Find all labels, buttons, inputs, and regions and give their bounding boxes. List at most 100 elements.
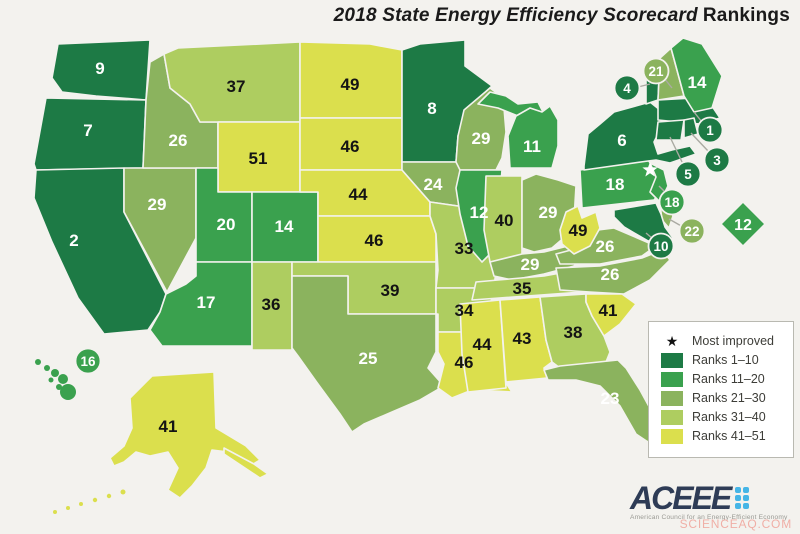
most-improved-star-nj bbox=[642, 162, 658, 177]
state-ak-aleutian-0 bbox=[53, 510, 57, 514]
legend: ★ Most improved Ranks 1–10 Ranks 11–20 R… bbox=[648, 321, 794, 458]
state-ak-part1 bbox=[223, 447, 269, 479]
rank-label-tn: 35 bbox=[513, 279, 532, 298]
rank-label-pa: 18 bbox=[606, 175, 625, 194]
state-hi-island-1 bbox=[44, 365, 50, 371]
rank-label-me: 14 bbox=[688, 73, 707, 92]
rank-label-nd: 49 bbox=[341, 75, 360, 94]
rank-label-nm: 36 bbox=[262, 295, 281, 314]
rank-label-hi: 16 bbox=[80, 354, 96, 369]
rank-label-mi: 11 bbox=[523, 137, 541, 156]
legend-label-ranks-21-30: Ranks 21–30 bbox=[692, 391, 766, 405]
state-hi-island-3 bbox=[48, 377, 54, 383]
legend-row-band-2: Ranks 11–20 bbox=[661, 372, 783, 387]
rank-label-dc: 12 bbox=[734, 217, 752, 234]
state-ak-aleutian-3 bbox=[92, 497, 98, 503]
rank-label-oh: 29 bbox=[539, 203, 558, 222]
callout-circle-nh bbox=[642, 57, 670, 85]
legend-swatch-ranks-31-40 bbox=[661, 410, 683, 425]
legend-label-ranks-1-10: Ranks 1–10 bbox=[692, 353, 759, 367]
callout-circle-ri bbox=[703, 146, 731, 174]
rank-label-vt: 4 bbox=[623, 81, 631, 96]
rank-label-ny: 6 bbox=[617, 131, 626, 150]
rank-label-de: 22 bbox=[684, 224, 699, 239]
callout-circle-vt bbox=[613, 74, 641, 102]
callout-circle-de bbox=[678, 217, 706, 245]
rank-label-wi: 29 bbox=[472, 129, 491, 148]
rank-label-wa: 9 bbox=[95, 59, 104, 78]
legend-row-band-4: Ranks 31–40 bbox=[661, 410, 783, 425]
rank-label-ut: 20 bbox=[217, 215, 236, 234]
state-nm bbox=[251, 261, 293, 351]
state-hi-island-4 bbox=[58, 374, 68, 384]
rank-label-ga: 38 bbox=[564, 323, 583, 342]
rank-label-nc: 26 bbox=[601, 265, 620, 284]
aceee-logo: ACEEE American Council for an Energy-Eff… bbox=[630, 479, 788, 521]
rank-label-ca: 2 bbox=[69, 231, 78, 250]
rank-label-wv: 49 bbox=[569, 221, 588, 240]
rank-label-la: 46 bbox=[455, 353, 474, 372]
aceee-dots-icon bbox=[735, 487, 750, 510]
callout-diamond-dc bbox=[719, 200, 767, 248]
rank-label-co: 14 bbox=[275, 217, 294, 236]
legend-row-band-5: Ranks 41–51 bbox=[661, 429, 783, 444]
rank-label-tx: 25 bbox=[359, 349, 378, 368]
state-mi-part1 bbox=[507, 105, 559, 169]
legend-label-ranks-31-40: Ranks 31–40 bbox=[692, 410, 766, 424]
rank-label-nh: 21 bbox=[648, 64, 664, 79]
rank-label-il: 12 bbox=[470, 203, 489, 222]
legend-most-improved-label: Most improved bbox=[692, 334, 774, 348]
state-tx bbox=[291, 275, 445, 433]
state-nc bbox=[555, 249, 671, 295]
rank-label-ri: 3 bbox=[713, 153, 721, 168]
aceee-dot-5 bbox=[743, 503, 750, 510]
rank-label-ia: 24 bbox=[424, 175, 443, 194]
aceee-dot-2 bbox=[735, 495, 742, 502]
rank-label-ks: 46 bbox=[365, 231, 384, 250]
aceee-wordmark: ACEEE bbox=[630, 479, 732, 516]
state-md bbox=[613, 202, 674, 242]
rank-label-va: 26 bbox=[596, 237, 615, 256]
state-ak-aleutian-1 bbox=[66, 506, 70, 510]
rank-label-wy: 51 bbox=[249, 149, 268, 168]
state-sc bbox=[585, 293, 637, 337]
legend-label-ranks-41-51: Ranks 41–51 bbox=[692, 429, 766, 443]
aceee-logo-row: ACEEE bbox=[630, 479, 788, 516]
rank-label-or: 7 bbox=[83, 121, 92, 140]
state-ak-aleutian-2 bbox=[79, 502, 83, 506]
state-hi-island-2 bbox=[51, 369, 59, 377]
state-ct bbox=[655, 119, 685, 141]
legend-swatch-ranks-41-51 bbox=[661, 429, 683, 444]
rank-label-ma: 1 bbox=[706, 123, 714, 138]
legend-swatch-ranks-21-30 bbox=[661, 391, 683, 406]
rank-label-mt: 37 bbox=[227, 77, 246, 96]
rank-label-ky: 29 bbox=[521, 255, 540, 274]
rank-label-ok: 39 bbox=[381, 281, 400, 300]
state-ms bbox=[459, 299, 507, 393]
legend-swatch-ranks-1-10 bbox=[661, 353, 683, 368]
rank-label-ak: 41 bbox=[159, 417, 178, 436]
state-hi-island-0 bbox=[35, 359, 41, 365]
rank-label-id: 26 bbox=[169, 131, 188, 150]
title-plain-part: Rankings bbox=[702, 5, 790, 26]
rank-label-sd: 46 bbox=[341, 137, 360, 156]
legend-label-ranks-11-20: Ranks 11–20 bbox=[692, 372, 765, 386]
rank-label-sc: 41 bbox=[599, 301, 618, 320]
rank-label-md: 10 bbox=[653, 239, 668, 254]
state-ak bbox=[109, 371, 261, 499]
rank-label-ct: 5 bbox=[684, 167, 692, 182]
legend-row-most-improved: ★ Most improved bbox=[661, 334, 783, 349]
callout-circle-nj bbox=[658, 188, 686, 216]
rank-label-in: 40 bbox=[495, 211, 514, 230]
state-wv bbox=[559, 205, 601, 255]
legend-swatch-ranks-11-20 bbox=[661, 372, 683, 387]
state-me bbox=[670, 37, 723, 113]
aceee-dot-3 bbox=[743, 495, 750, 502]
aceee-dot-4 bbox=[735, 503, 742, 510]
rank-label-ne: 44 bbox=[349, 185, 368, 204]
aceee-dot-1 bbox=[743, 487, 750, 494]
star-icon: ★ bbox=[665, 333, 679, 349]
rank-label-ms: 44 bbox=[473, 335, 492, 354]
